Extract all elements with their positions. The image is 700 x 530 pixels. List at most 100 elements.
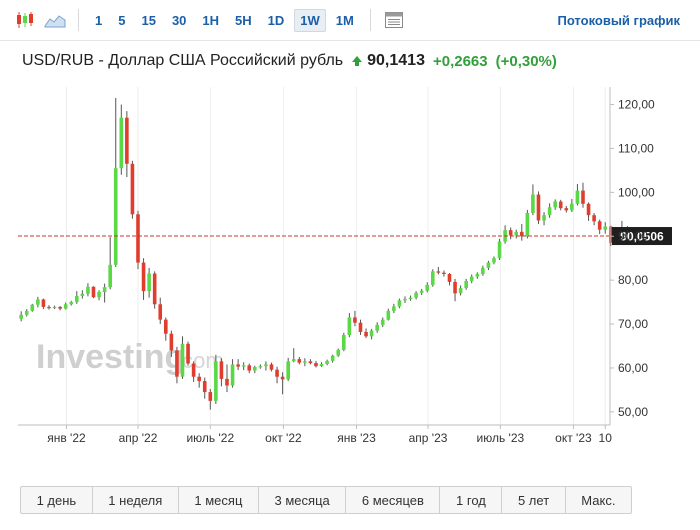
candle bbox=[341, 332, 346, 352]
candle bbox=[336, 348, 341, 357]
candle bbox=[125, 111, 129, 177]
candle-body bbox=[392, 306, 396, 311]
candle bbox=[375, 322, 379, 333]
candle bbox=[247, 363, 252, 374]
candle-body bbox=[208, 392, 213, 401]
candle-series bbox=[19, 97, 630, 410]
candle-body bbox=[608, 226, 613, 243]
candle-body bbox=[436, 271, 441, 273]
candle bbox=[280, 372, 285, 395]
timeframe-1m[interactable]: 1M bbox=[335, 12, 354, 28]
candle bbox=[19, 311, 23, 322]
candlestick-icon[interactable] bbox=[10, 6, 40, 34]
area-chart-icon[interactable] bbox=[40, 6, 70, 34]
candlestick-chart[interactable]: Investing .com 90,0506 120,00 110,00 100,0… bbox=[0, 85, 700, 455]
timeframe-5h[interactable]: 5H bbox=[235, 12, 252, 28]
chart-grid bbox=[65, 87, 606, 425]
timeframe-15[interactable]: 15 bbox=[141, 12, 156, 28]
candle-body bbox=[386, 310, 391, 320]
candle bbox=[97, 290, 101, 301]
candle-body bbox=[152, 273, 157, 305]
candle bbox=[269, 362, 274, 372]
candle-body bbox=[425, 284, 430, 291]
y-tick-label: 110,00 bbox=[618, 141, 654, 155]
candle-body bbox=[36, 299, 40, 305]
timeframe-1h[interactable]: 1H bbox=[202, 12, 220, 28]
candle bbox=[152, 271, 157, 309]
x-tick-label: янв '22 bbox=[47, 431, 86, 445]
candle-body bbox=[536, 194, 541, 221]
current-price-line: 90,0506 bbox=[18, 227, 672, 246]
candle-body bbox=[375, 324, 379, 331]
period-button[interactable]: 1 день bbox=[21, 487, 93, 513]
timeframe-1[interactable]: 1 bbox=[95, 12, 103, 28]
timeframe-30[interactable]: 30 bbox=[171, 12, 187, 28]
streaming-chart-link[interactable]: Потоковый график bbox=[557, 12, 680, 28]
candle bbox=[41, 298, 46, 310]
timeframe-group: 1 5 15 30 1H 5H 1D 1W 1M bbox=[87, 8, 362, 32]
candle-body bbox=[180, 343, 185, 377]
candle bbox=[419, 288, 424, 296]
candle bbox=[191, 361, 196, 382]
candle-body bbox=[108, 264, 112, 288]
candle bbox=[581, 182, 585, 208]
candle-body bbox=[19, 314, 23, 319]
period-button[interactable]: 1 неделя bbox=[93, 487, 179, 513]
period-button[interactable]: Макс. bbox=[581, 492, 616, 508]
candle-body bbox=[414, 292, 418, 298]
candle-body bbox=[519, 231, 524, 237]
candle bbox=[86, 283, 90, 297]
candle-body bbox=[86, 286, 90, 294]
candle bbox=[586, 202, 591, 221]
candle bbox=[314, 360, 318, 368]
candle bbox=[264, 361, 268, 371]
y-tick-label: 50,00 bbox=[618, 405, 648, 419]
candle-body bbox=[186, 343, 190, 364]
candle bbox=[75, 291, 79, 304]
toolbar-divider bbox=[78, 9, 79, 31]
candle-body bbox=[475, 273, 480, 277]
timeframe-5[interactable]: 5 bbox=[118, 12, 126, 28]
candle bbox=[169, 330, 174, 357]
price-change-percent: (+0,30%) bbox=[495, 52, 557, 70]
timeframe-1w[interactable]: 1W bbox=[294, 8, 326, 32]
candle bbox=[542, 212, 546, 226]
candle bbox=[386, 308, 391, 321]
candle bbox=[475, 272, 480, 279]
toolbar-divider-line bbox=[0, 40, 700, 41]
period-button[interactable]: 1 месяц bbox=[179, 487, 259, 513]
period-button[interactable]: 6 месяцев bbox=[346, 487, 441, 513]
candle-body bbox=[141, 262, 146, 292]
period-button[interactable]: 5 лет bbox=[502, 487, 566, 513]
candle bbox=[453, 278, 457, 302]
candle bbox=[497, 238, 502, 260]
candle bbox=[364, 328, 368, 339]
period-button[interactable]: 1 год bbox=[440, 487, 503, 513]
candle bbox=[464, 278, 468, 290]
chart-axes: 120,00 110,00 100,00 90,00 80,00 70,00 60,00 50… bbox=[18, 87, 655, 445]
candle bbox=[214, 354, 218, 404]
candle bbox=[291, 348, 296, 363]
candle-body bbox=[219, 361, 224, 379]
timeframe-1d[interactable]: 1D bbox=[267, 12, 285, 28]
candle-body bbox=[358, 322, 363, 332]
candle bbox=[392, 303, 396, 314]
candle-body bbox=[586, 203, 591, 216]
candle-body bbox=[291, 359, 296, 362]
y-tick-label: 70,00 bbox=[618, 317, 648, 331]
candle-body bbox=[464, 281, 468, 289]
table-view-icon[interactable] bbox=[379, 6, 409, 34]
candle-body bbox=[481, 267, 485, 274]
candle-body bbox=[169, 333, 174, 351]
candle bbox=[592, 212, 596, 226]
candle bbox=[230, 359, 235, 388]
period-button[interactable]: 3 месяца bbox=[259, 487, 347, 513]
x-tick-label: июль '23 bbox=[477, 431, 525, 445]
candle bbox=[208, 389, 213, 410]
candle-body bbox=[230, 364, 235, 386]
candle-body bbox=[264, 364, 268, 367]
candle bbox=[297, 356, 302, 365]
candle-body bbox=[553, 201, 557, 208]
candle-body bbox=[125, 117, 129, 164]
candle-body bbox=[91, 286, 96, 298]
